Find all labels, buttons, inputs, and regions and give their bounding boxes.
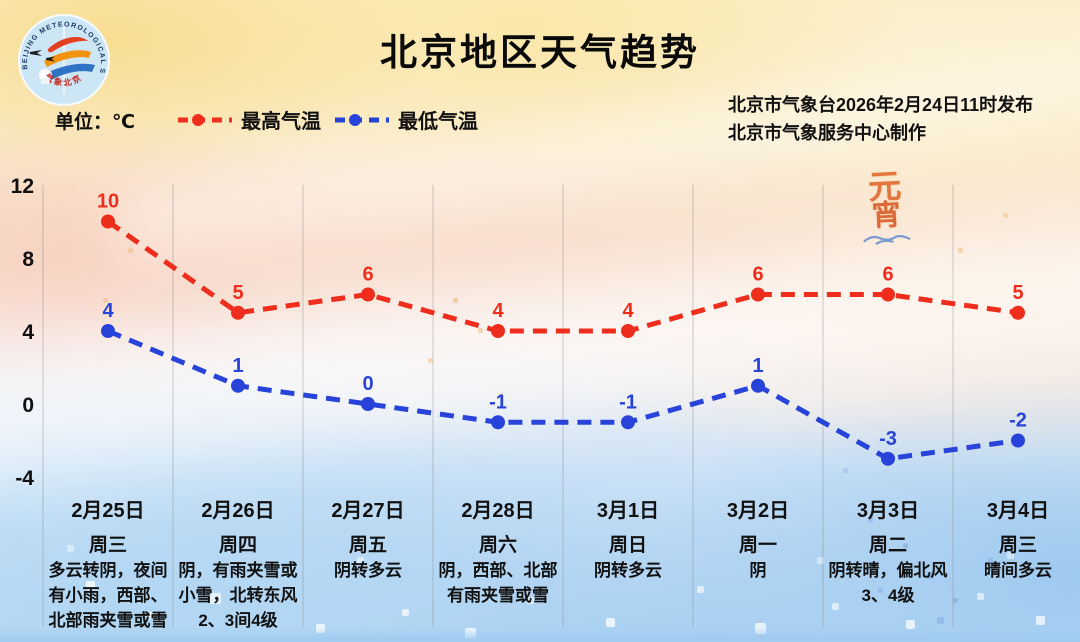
column-weekday: 周三 (998, 535, 1037, 556)
legend-item-max-temp: 最高气温 (176, 105, 321, 134)
column-weekday: 周四 (218, 535, 257, 556)
data-point (101, 214, 115, 229)
value-label: 4 (492, 300, 504, 322)
y-axis-tick: 0 (22, 394, 34, 417)
max-temp-line-swatch (178, 113, 232, 126)
value-label: 4 (102, 300, 114, 322)
y-axis-tick: -4 (15, 467, 34, 490)
beijing-meteorological-service-logo: BEIJING METEOROLOGICAL SERVICE 气象北京 (18, 14, 110, 106)
column-weather: 晴间多云 (984, 561, 1052, 580)
forecast-columns: 2月25日 周三 多云转阴，夜间 有小雨，西部、 北部雨夹雪或雪 2月26日 周四 阴，有… (0, 492, 1080, 642)
column-date: 2月28日 (461, 500, 535, 522)
column-date: 3月3日 (856, 500, 920, 522)
column-weather: 阴，有雨夹雪或 小雪，北转东风 2、3间4级 (178, 561, 298, 630)
y-axis-tick: 4 (22, 321, 34, 344)
column-weather: 阴，西部、北部 有雨夹雪或雪 (438, 561, 558, 605)
logo-swallow-icon (30, 50, 42, 56)
data-point (361, 287, 375, 302)
legend-label-min-temp: 最低气温 (398, 111, 478, 133)
data-point (751, 378, 765, 393)
issued-line-2: 北京市气象服务中心制作 (728, 123, 926, 143)
column-date: 3月2日 (726, 500, 790, 522)
value-label: 6 (882, 264, 893, 286)
logo-pole (63, 26, 65, 94)
data-point (881, 287, 895, 302)
value-label: 4 (622, 300, 634, 322)
value-label: 0 (362, 373, 373, 395)
forecast-column: 3月2日周一阴 (693, 492, 823, 642)
column-weather: 阴转晴，偏北风 3、4级 (828, 561, 948, 605)
column-weekday: 周五 (348, 535, 387, 556)
forecast-column: 2月26日周四阴，有雨夹雪或 小雪，北转东风 2、3间4级 (173, 492, 303, 642)
column-weather: 阴转多云 (334, 561, 402, 580)
value-label: 1 (752, 355, 763, 377)
data-point (751, 287, 765, 302)
page-title: 北京地区天气趋势 (380, 32, 700, 73)
data-point (361, 397, 375, 411)
value-label: 1 (232, 355, 243, 377)
column-weekday: 周六 (478, 535, 517, 556)
logo-orange-swoosh (44, 50, 91, 67)
stamp-swash-icon (863, 235, 911, 245)
column-date: 2月26日 (201, 500, 275, 522)
data-point (101, 324, 115, 338)
logo-swallow-icon-small (46, 56, 55, 62)
value-label: -1 (619, 391, 637, 413)
legend-label-max-temp: 最高气温 (241, 111, 321, 133)
column-weather: 多云转阴，夜间 有小雨，西部、 北部雨夹雪或雪 (48, 561, 168, 630)
y-axis-tick: 12 (11, 175, 34, 198)
data-point (881, 451, 895, 466)
min-temp-line-swatch (335, 113, 389, 126)
value-label: -2 (1009, 410, 1027, 432)
stamp-char-yuan: 元 (867, 167, 903, 206)
column-weather: 阴 (749, 561, 767, 580)
stamp-char-xiao: 宵 (870, 199, 902, 233)
data-point (621, 415, 635, 430)
bottom-blue-strip (0, 628, 1080, 642)
legend: 最高气温 最低气温 (176, 105, 478, 134)
forecast-column: 2月25日周三多云转阴，夜间 有小雨，西部、 北部雨夹雪或雪 (43, 492, 173, 642)
forecast-column: 2月27日周五阴转多云 (303, 492, 433, 642)
logo-blue-swoosh (47, 63, 95, 80)
value-label: -3 (879, 428, 897, 450)
issued-info: 北京市气象台2026年2月24日11时发布 北京市气象服务中心制作 (728, 91, 1033, 147)
column-weather: 阴转多云 (594, 561, 662, 580)
column-date: 3月1日 (596, 500, 660, 522)
legend-item-min-temp: 最低气温 (333, 105, 478, 134)
column-weekday: 周三 (88, 535, 127, 556)
data-point (621, 324, 635, 338)
logo-radar-base (41, 78, 49, 84)
value-label: -1 (489, 391, 507, 413)
unit-label: 单位：℃ (55, 112, 136, 133)
forecast-column: 2月28日周六阴，西部、北部 有雨夹雪或雪 (433, 492, 563, 642)
value-label: 10 (97, 191, 119, 213)
column-date: 2月27日 (331, 500, 405, 522)
column-weekday: 周二 (868, 535, 907, 556)
max-temp-line (106, 219, 1019, 334)
y-axis-tick: 8 (22, 248, 34, 271)
column-date: 3月4日 (986, 500, 1050, 522)
value-label: 6 (362, 264, 373, 286)
data-point (1011, 433, 1025, 448)
data-point (491, 415, 505, 430)
forecast-column: 3月4日周三晴间多云 (953, 492, 1080, 642)
forecast-column: 3月3日周二阴转晴，偏北风 3、4级 (823, 492, 953, 642)
data-point (231, 305, 245, 320)
data-point (491, 324, 505, 338)
lantern-festival-stamp: 元 宵 (850, 167, 922, 252)
column-date: 2月25日 (71, 500, 145, 522)
issued-line-1: 北京市气象台2026年2月24日11时发布 (728, 95, 1034, 115)
column-weekday: 周日 (608, 535, 647, 556)
column-weekday: 周一 (738, 535, 777, 556)
data-point (231, 378, 245, 393)
value-label: 5 (1012, 282, 1023, 304)
value-label: 6 (752, 264, 763, 286)
value-label: 5 (232, 282, 243, 304)
forecast-column: 3月1日周日阴转多云 (563, 492, 693, 642)
min-temp-line (107, 328, 1019, 462)
logo-red-swoosh (47, 37, 88, 53)
data-point (1011, 305, 1025, 320)
